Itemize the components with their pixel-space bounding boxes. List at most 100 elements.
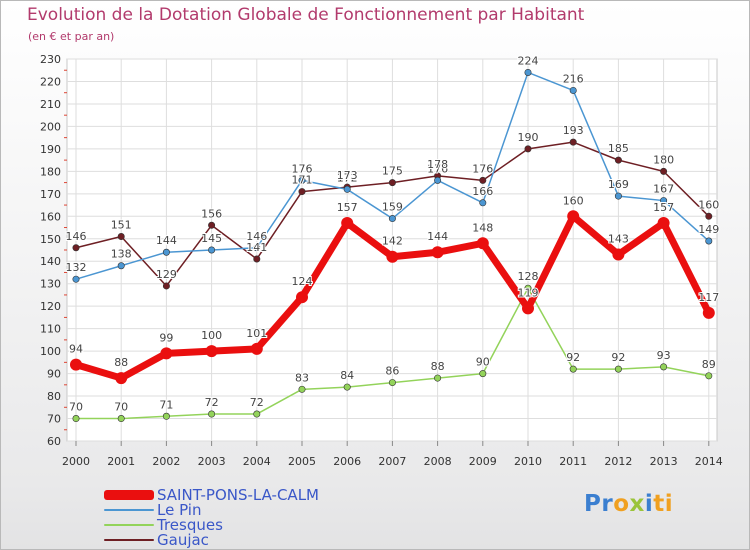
data-point [117,415,125,423]
data-label: 193 [563,124,584,137]
legend-swatch [104,490,154,500]
data-label: 70 [69,401,83,414]
data-point [431,246,444,259]
data-point [524,145,532,153]
y-tick-label: 180 [40,165,61,178]
data-label: 180 [653,153,674,166]
data-point [522,302,534,315]
data-point [660,167,668,175]
data-point [524,68,532,76]
y-tick-label: 100 [40,345,61,358]
data-point [298,176,306,184]
logo-letter: i [644,491,654,517]
y-tick-label: 190 [40,143,61,156]
y-tick-label: 90 [47,368,61,381]
data-point [208,221,216,229]
data-point [117,262,125,270]
x-tick-label: 2003 [198,455,226,468]
data-label: 100 [201,329,222,342]
data-label: 72 [250,396,264,409]
data-point [70,358,82,371]
data-label: 101 [246,327,267,340]
y-tick-label: 140 [40,255,61,268]
data-point [253,255,261,263]
data-label: 171 [292,174,313,187]
data-point [660,363,668,371]
data-point [343,383,351,391]
data-label: 70 [114,401,128,414]
data-label: 176 [292,162,313,175]
data-label: 156 [201,207,222,220]
x-tick-label: 2000 [62,455,90,468]
legend-label: Gaujac [157,531,209,549]
y-tick-label: 120 [40,300,61,313]
data-point [253,244,261,252]
data-point [298,188,306,196]
legend-item: Gaujac [104,531,209,549]
chart-title: Evolution de la Dotation Globale de Fonc… [27,5,585,25]
series-saint-pons-la-calm [70,210,715,385]
data-label: 146 [66,230,87,243]
data-point [524,284,532,292]
data-point [660,197,668,205]
data-label: 93 [657,349,671,362]
data-label: 83 [295,371,309,384]
data-point [657,217,670,230]
data-label: 144 [156,234,177,247]
data-point [614,156,622,164]
x-tick-label: 2013 [650,455,678,468]
logo-letter: ti [653,491,674,517]
legend-item: SAINT-PONS-LA-CALM [104,486,319,504]
chart-subtitle: (en € et par an) [28,30,115,43]
data-point [479,199,487,207]
proxiti-logo: Proxiti [584,491,673,517]
data-point [705,372,713,380]
y-tick-label: 160 [40,210,61,223]
data-label: 149 [698,223,719,236]
data-label: 90 [476,356,490,369]
data-label: 92 [566,351,580,364]
data-label: 88 [114,356,128,369]
data-point [614,365,622,373]
y-tick-label: 210 [40,98,61,111]
data-point [208,410,216,418]
x-tick-label: 2002 [152,455,180,468]
data-point [250,342,263,355]
x-tick-label: 2009 [469,455,497,468]
data-label: 129 [156,268,177,281]
data-label: 141 [246,241,267,254]
x-tick-label: 2011 [559,455,587,468]
y-tick-label: 110 [40,323,61,336]
legend-label: Le Pin [157,501,202,519]
data-label: 176 [427,162,448,175]
data-label: 172 [337,171,358,184]
data-label: 175 [382,165,403,178]
data-label: 151 [111,219,132,232]
data-point [386,250,399,263]
data-point [205,345,218,358]
data-point [115,372,128,385]
data-point [476,237,489,250]
data-label: 157 [337,201,358,214]
data-label: 185 [608,142,629,155]
y-tick-label: 170 [40,188,61,201]
data-label: 88 [431,360,445,373]
data-label: 167 [653,183,674,196]
data-point [434,176,442,184]
data-point [388,379,396,387]
data-label: 92 [611,351,625,364]
data-label: 138 [111,248,132,261]
data-label: 124 [292,275,313,288]
data-point [162,248,170,256]
data-point [388,215,396,223]
data-label: 173 [337,169,358,182]
data-label: 89 [702,358,716,371]
data-label: 117 [698,291,719,304]
data-point [72,244,80,252]
y-tick-label: 220 [40,75,61,88]
x-tick-label: 2006 [333,455,361,468]
data-label: 86 [385,365,399,378]
data-label: 72 [205,396,219,409]
